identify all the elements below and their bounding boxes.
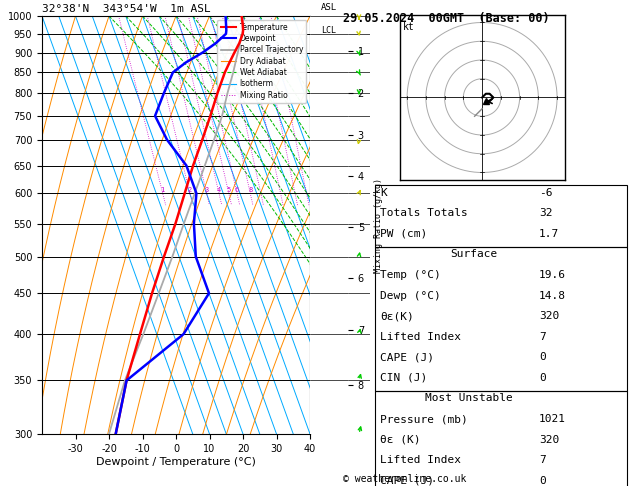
Text: Surface: Surface [450,249,498,260]
Text: PW (cm): PW (cm) [380,229,427,239]
Text: Dewp (°C): Dewp (°C) [380,291,441,300]
Text: 0: 0 [539,373,545,383]
Text: 5: 5 [226,187,231,193]
X-axis label: Dewpoint / Temperature (°C): Dewpoint / Temperature (°C) [96,456,256,467]
Text: 2: 2 [187,187,192,193]
Text: Mixing Ratio (g/kg): Mixing Ratio (g/kg) [374,177,383,273]
Text: θε (K): θε (K) [380,434,421,445]
Text: 1.7: 1.7 [539,229,559,239]
Bar [375,391,627,486]
Text: CAPE (J): CAPE (J) [380,352,434,362]
Text: 3: 3 [204,187,209,193]
Text: 32°38'N  343°54'W  1m ASL: 32°38'N 343°54'W 1m ASL [42,4,211,14]
Text: LCL: LCL [321,26,337,35]
Text: 14.8: 14.8 [539,291,566,300]
Text: kt: kt [403,22,415,33]
Bar [375,247,627,391]
Text: Lifted Index: Lifted Index [380,455,461,465]
Text: 4: 4 [217,187,221,193]
Text: K: K [380,188,387,198]
Text: 320: 320 [539,311,559,321]
Text: 19.6: 19.6 [539,270,566,280]
Text: Lifted Index: Lifted Index [380,332,461,342]
Text: 0: 0 [539,352,545,362]
Legend: Temperature, Dewpoint, Parcel Trajectory, Dry Adiabat, Wet Adiabat, Isotherm, Mi: Temperature, Dewpoint, Parcel Trajectory… [218,20,306,103]
Text: 32: 32 [539,208,552,218]
Text: 320: 320 [539,434,559,445]
Text: θε(K): θε(K) [380,311,414,321]
Text: 1021: 1021 [539,414,566,424]
Text: CIN (J): CIN (J) [380,373,427,383]
Text: CAPE (J): CAPE (J) [380,476,434,486]
Text: © weatheronline.co.uk: © weatheronline.co.uk [343,473,466,484]
Text: 7: 7 [539,455,545,465]
Text: Pressure (mb): Pressure (mb) [380,414,468,424]
Bar [375,185,627,247]
Text: 7: 7 [539,332,545,342]
Y-axis label: hPa: hPa [0,215,3,235]
Text: -6: -6 [539,188,552,198]
Text: km
ASL: km ASL [321,0,337,12]
Text: Most Unstable: Most Unstable [425,394,513,403]
Text: 1: 1 [160,187,165,193]
Text: 6: 6 [235,187,239,193]
Text: 0: 0 [539,476,545,486]
Text: Temp (°C): Temp (°C) [380,270,441,280]
Text: 8: 8 [248,187,252,193]
Text: 29.05.2024  00GMT  (Base: 00): 29.05.2024 00GMT (Base: 00) [343,12,549,25]
Text: Totals Totals: Totals Totals [380,208,468,218]
